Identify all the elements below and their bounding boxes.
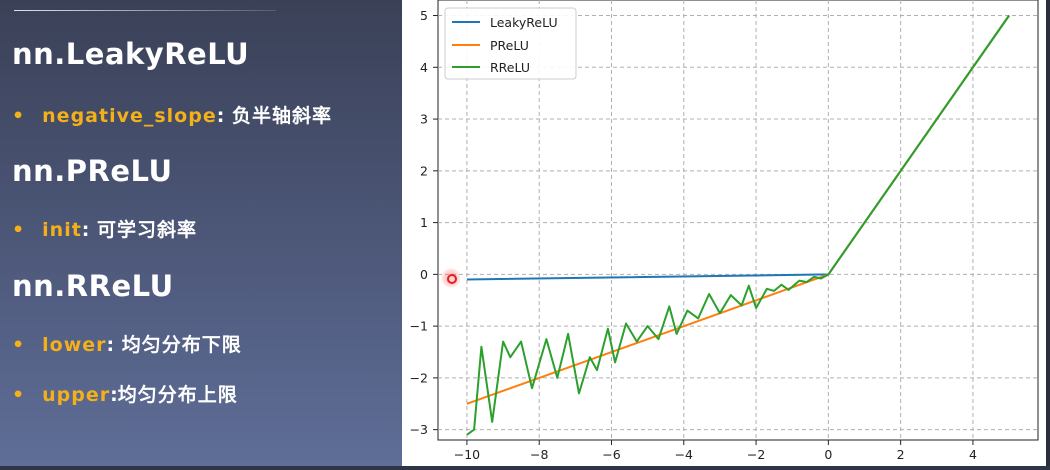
param-desc: 均匀分布上限 (117, 384, 238, 406)
decorative-divider (14, 10, 276, 11)
y-tick-label: 4 (420, 60, 428, 75)
heading-prelu: nn.PReLU (12, 154, 173, 188)
heading-leakyrelu: nn.LeakyReLU (12, 37, 250, 71)
param-lower: • lower: 均匀分布下限 (12, 330, 242, 357)
x-tick-label: 0 (824, 447, 832, 462)
x-tick-label: −4 (675, 447, 693, 462)
y-tick-label: −2 (410, 370, 428, 385)
y-tick-label: 0 (420, 267, 428, 282)
legend-box (444, 7, 577, 80)
param-desc: 可学习斜率 (89, 219, 198, 241)
x-tick-label: −8 (530, 447, 548, 462)
param-desc: 负半轴斜率 (224, 105, 332, 127)
y-tick-label: 3 (420, 112, 428, 127)
param-colon: : (110, 384, 118, 406)
param-upper: • upper:均匀分布上限 (12, 380, 238, 407)
window-edge (1046, 0, 1050, 466)
param-colon: : (216, 105, 225, 127)
x-tick-label: −10 (454, 447, 480, 462)
legend: LeakyReLU PReLU RReLU (444, 7, 577, 80)
x-tick-label: −2 (747, 447, 765, 462)
chart-frame: −10 −8 −6 −4 −2 0 2 4 −3 −2 −1 0 1 2 3 4 5 LeakyReLU PRe… (402, 0, 1046, 466)
bullet-dot: • (12, 334, 25, 356)
y-tick-label: 2 (420, 163, 428, 178)
param-init: • init: 可学习斜率 (12, 215, 197, 242)
x-tick-label: 4 (969, 447, 977, 462)
param-negative-slope: • negative_slope: 负半轴斜率 (12, 101, 332, 128)
heading-rrelu: nn.RReLU (12, 269, 174, 303)
y-tick-label: 5 (420, 8, 428, 23)
slide-panel: nn.LeakyReLU • negative_slope: 负半轴斜率 nn.P… (0, 0, 402, 466)
legend-label-leakyrelu: LeakyReLU (490, 15, 558, 30)
x-tick-label: 2 (897, 447, 905, 462)
x-tick-label: −6 (602, 447, 620, 462)
bullet-dot: • (12, 384, 25, 406)
param-key: upper (42, 384, 111, 406)
cursor-dot (447, 274, 457, 284)
y-tick-label: −1 (410, 319, 428, 334)
param-key: negative_slope (42, 105, 217, 127)
param-colon: : (81, 219, 90, 241)
cursor-indicator (441, 268, 461, 288)
param-key: init (42, 219, 82, 241)
series-line-rrelu (466, 14, 1010, 436)
y-tick-label: 1 (420, 215, 428, 230)
bullet-dot: • (12, 105, 25, 127)
param-desc: 均匀分布下限 (114, 334, 242, 356)
bullet-dot: • (12, 219, 25, 241)
param-key: lower (42, 334, 107, 356)
legend-label-prelu: PReLU (490, 38, 529, 53)
param-colon: : (106, 334, 115, 356)
series-lines (466, 14, 1010, 436)
legend-label-rrelu: RReLU (490, 60, 530, 75)
y-tick-label: −3 (410, 422, 428, 437)
